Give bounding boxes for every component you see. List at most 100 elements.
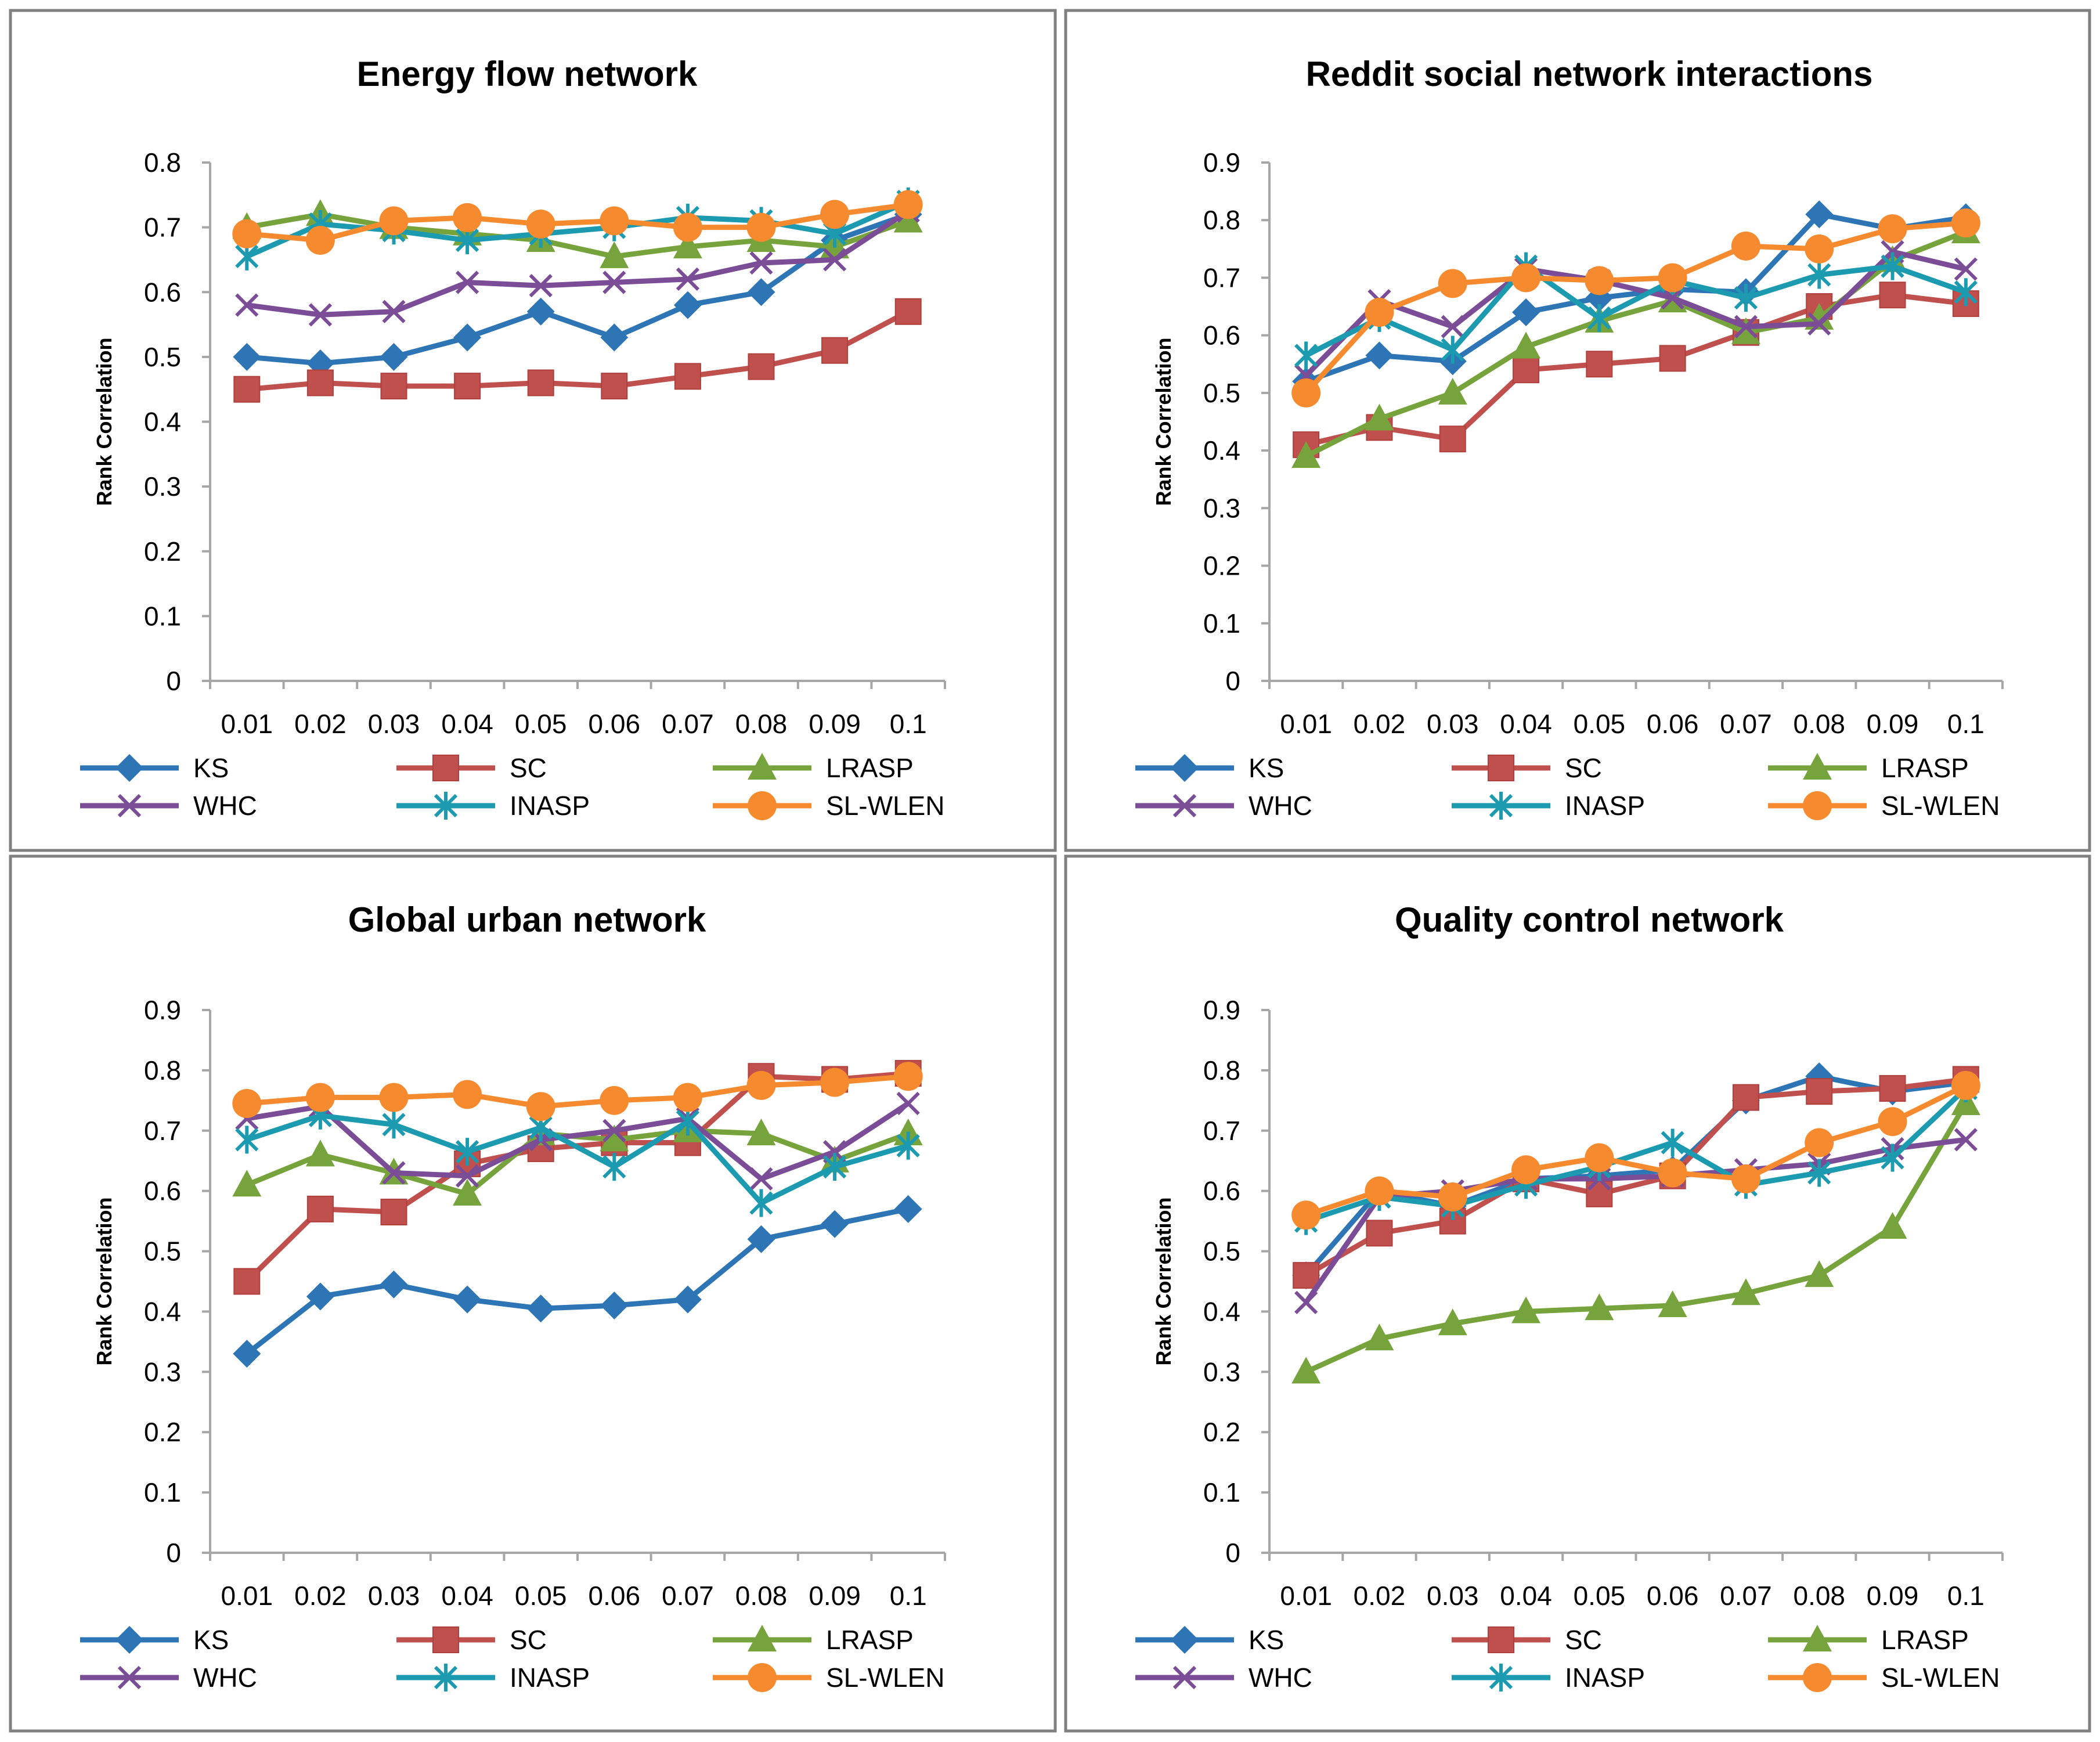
series-line-sc [246, 309, 910, 392]
x-tick-label: 0.09 [809, 1581, 861, 1611]
data-point-sl-wlen [453, 203, 482, 232]
data-point-ks [894, 1195, 922, 1223]
data-point-sl-wlen [1878, 1107, 1907, 1137]
series-lrasp [1291, 1088, 1980, 1384]
legend-item-sl-wlen: SL-WLEN [713, 791, 944, 821]
data-point-sc [1439, 425, 1466, 453]
data-point-sc [1659, 345, 1686, 372]
chart-title: Reddit social network interactions [1306, 55, 1873, 93]
data-point-whc [1294, 1290, 1318, 1314]
data-point-sl-wlen [453, 1080, 482, 1109]
data-point-sl-wlen [820, 200, 850, 229]
data-point-ks [1512, 298, 1540, 326]
series-line-whc [246, 1101, 910, 1182]
x-tick-label: 0.04 [441, 709, 493, 739]
legend: KS SC LRASP WHC INASP SL-WLEN [1135, 753, 2000, 821]
y-axis-label: Rank Correlation [1152, 337, 1175, 506]
series-line-sl-wlen [1304, 220, 1967, 395]
data-point-sl-wlen [232, 219, 262, 248]
y-tick-label: 0.4 [1203, 435, 1240, 466]
legend-label: SL-WLEN [826, 791, 944, 821]
chart-frame [1064, 9, 2091, 852]
legend-item-whc: WHC [80, 1662, 257, 1693]
legend-label: INASP [1565, 1662, 1645, 1693]
data-point-sl-wlen [379, 1083, 409, 1112]
data-point-sc [306, 369, 334, 396]
data-point-sc [1586, 1180, 1613, 1207]
legend: KS SC LRASP WHC INASP SL-WLEN [80, 1625, 944, 1693]
legend-marker-sc [1488, 755, 1514, 781]
legend-label: SC [1565, 1625, 1602, 1655]
data-point-sl-wlen [1438, 269, 1467, 298]
y-tick-label: 0.3 [1203, 1357, 1240, 1387]
y-axis-label: Rank Correlation [1152, 1197, 1175, 1365]
legend-marker-ks [1171, 754, 1199, 782]
data-point-lrasp [1438, 1308, 1467, 1336]
legend-marker-lrasp [1803, 753, 1832, 780]
data-point-whc [235, 293, 259, 317]
series-line-whc [246, 208, 910, 318]
legend-item-sc: SC [1452, 1625, 1602, 1655]
y-tick-label: 0.1 [1203, 608, 1240, 639]
legend-label: SL-WLEN [1881, 791, 2000, 821]
legend-marker-whc [1172, 794, 1197, 818]
data-point-sl-wlen [1365, 1176, 1394, 1206]
x-tick-label: 0.06 [1647, 1581, 1699, 1611]
y-tick-label: 0.1 [144, 601, 181, 631]
data-point-ks [673, 291, 702, 319]
data-point-whc [455, 271, 479, 294]
series-sc [233, 298, 922, 403]
x-tick-label: 0.01 [1280, 1581, 1332, 1611]
data-point-whc [676, 267, 700, 291]
y-tick-label: 0.4 [144, 1296, 181, 1326]
x-tick-label: 0.1 [890, 709, 927, 739]
data-point-lrasp [305, 1139, 335, 1167]
y-tick-label: 0.2 [1203, 1417, 1240, 1447]
series-line-sc [1304, 1077, 1967, 1278]
data-point-sl-wlen [673, 212, 702, 242]
data-point-sl-wlen [305, 225, 335, 255]
x-tick-label: 0.05 [515, 1581, 567, 1611]
data-point-sc [1879, 282, 1906, 309]
y-tick-label: 0 [1225, 666, 1240, 696]
y-tick-label: 0.6 [144, 1176, 181, 1206]
y-tick-label: 0.2 [144, 1417, 181, 1447]
series-sl-wlen [1291, 208, 1980, 407]
legend-label: LRASP [826, 753, 914, 783]
y-tick-label: 0.3 [144, 1357, 181, 1387]
legend-item-ks: KS [1135, 753, 1284, 783]
x-tick-label: 0.02 [1354, 1581, 1406, 1611]
legend-label: KS [1249, 753, 1284, 783]
data-point-ks [233, 342, 261, 371]
legend-label: SC [510, 1625, 547, 1655]
y-tick-label: 0.9 [1203, 147, 1240, 178]
y-tick-label: 0.7 [1203, 262, 1240, 293]
x-tick-label: 0.06 [589, 709, 641, 739]
legend-label: KS [1249, 1625, 1284, 1655]
legend-label: WHC [1249, 1662, 1312, 1693]
data-point-ks [600, 323, 629, 352]
data-point-ks [380, 1270, 408, 1299]
data-point-whc [749, 251, 773, 275]
data-point-lrasp [1365, 1323, 1394, 1351]
y-tick-label: 0.8 [144, 1055, 181, 1085]
legend-marker-whc [1172, 1665, 1197, 1690]
data-point-sc [306, 1195, 334, 1222]
data-point-sc [1879, 1075, 1906, 1102]
data-point-inasp [382, 1110, 406, 1139]
series-line-sl-wlen [1305, 1083, 1967, 1218]
data-point-ks [306, 1282, 334, 1311]
data-point-sl-wlen [600, 1085, 629, 1115]
legend-marker-whc [117, 794, 142, 818]
series-line-ks [245, 1206, 909, 1356]
legend-item-sl-wlen: SL-WLEN [1768, 791, 2000, 821]
data-point-sl-wlen [1658, 263, 1687, 293]
legend-label: SL-WLEN [826, 1662, 944, 1693]
legend-item-sl-wlen: SL-WLEN [1768, 1662, 2000, 1693]
data-point-whc [382, 300, 406, 323]
legend-marker-sl-wlen [1803, 791, 1832, 820]
legend-label: LRASP [1881, 753, 1969, 783]
y-tick-label: 0.1 [144, 1477, 181, 1507]
legend-item-sl-wlen: SL-WLEN [713, 1662, 944, 1693]
series-line-ks [246, 212, 910, 366]
